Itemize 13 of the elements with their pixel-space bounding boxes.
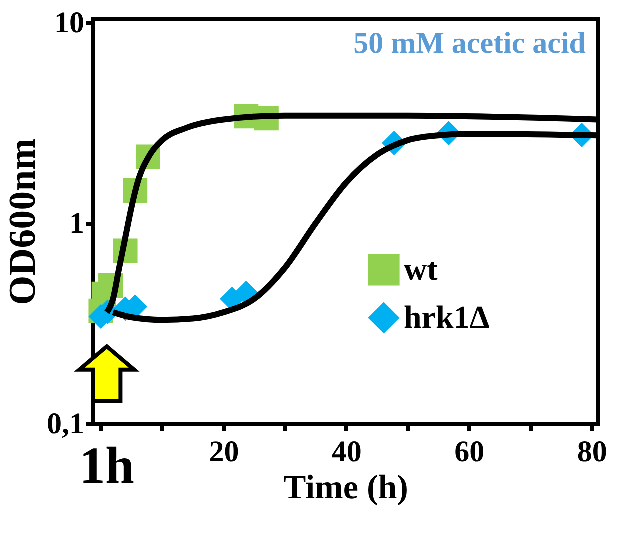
y-tick-label: 0,1	[47, 408, 84, 440]
text: 1h	[80, 438, 135, 495]
y-tick-label: 1	[70, 207, 84, 240]
y-axis-title: OD600nm	[2, 138, 44, 306]
legend-label: wt	[404, 251, 438, 287]
x-tick-label: 60	[454, 436, 485, 468]
chart-title: 50 mM acetic acid	[354, 27, 586, 60]
x-tick-label: 40	[332, 436, 362, 468]
x-axis-title: Time (h)	[284, 470, 408, 506]
legend-label: hrk1Δ	[404, 299, 490, 335]
x-tick-label: 80	[577, 436, 608, 468]
y-tick-label: 10	[54, 6, 84, 40]
x-tick-label: 20	[209, 436, 240, 468]
